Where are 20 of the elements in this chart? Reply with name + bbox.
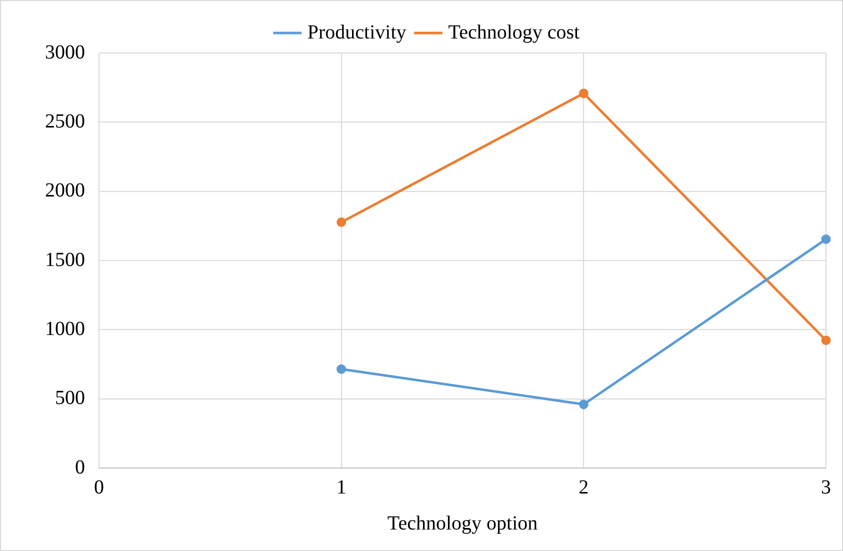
x-tick-label: 2 bbox=[578, 476, 589, 498]
point bbox=[336, 217, 346, 227]
legend-label: Productivity bbox=[307, 21, 406, 44]
point bbox=[578, 88, 588, 98]
y-tick-label: 1500 bbox=[45, 248, 85, 271]
point bbox=[821, 234, 831, 244]
x-tick-label: 1 bbox=[336, 476, 346, 498]
x-axis-title: Technology option bbox=[387, 512, 538, 534]
y-tick-label: 2000 bbox=[45, 180, 85, 202]
y-tick-label: 1000 bbox=[45, 318, 85, 340]
x-tick-label: 3 bbox=[821, 476, 831, 498]
point bbox=[336, 364, 346, 374]
x-tick-label: 0 bbox=[94, 476, 104, 498]
y-tick-label: 0 bbox=[75, 456, 85, 478]
y-tick-label: 2500 bbox=[45, 110, 85, 132]
point bbox=[578, 400, 588, 410]
y-tick-label: 500 bbox=[55, 387, 85, 410]
y-tick-label: 3000 bbox=[45, 41, 85, 64]
point bbox=[821, 336, 831, 346]
legend-label: Technology cost bbox=[448, 21, 580, 44]
